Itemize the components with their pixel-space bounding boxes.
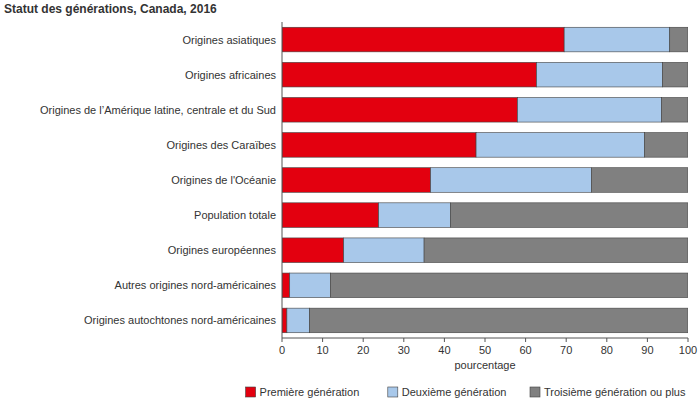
bar-segment bbox=[282, 238, 344, 263]
bar-segment bbox=[591, 168, 688, 193]
category-label: Origines européennes bbox=[168, 244, 277, 256]
legend-label: Troisième génération ou plus bbox=[544, 386, 686, 398]
bar-segment bbox=[282, 97, 517, 122]
bar-segment bbox=[450, 203, 688, 228]
bar-segment bbox=[282, 203, 379, 228]
title: Statut des générations, Canada, 2016 bbox=[4, 2, 217, 16]
bar-segment bbox=[282, 308, 287, 333]
tick bbox=[525, 338, 526, 342]
bar-segment bbox=[424, 238, 688, 263]
bar-segment bbox=[310, 308, 688, 333]
bar-segment bbox=[564, 27, 670, 52]
bar-segment bbox=[476, 133, 644, 158]
tick bbox=[322, 338, 323, 342]
tick bbox=[282, 338, 283, 342]
tick bbox=[403, 338, 404, 342]
bar-segment bbox=[670, 27, 688, 52]
bar-segment bbox=[517, 97, 661, 122]
tick-label: 40 bbox=[438, 344, 450, 356]
tick-label: 100 bbox=[679, 344, 697, 356]
tick-label: 60 bbox=[519, 344, 531, 356]
legend: Première génération Deuxième génération Tr… bbox=[246, 386, 686, 398]
legend-swatch bbox=[246, 387, 256, 397]
category-label: Origines de l'Océanie bbox=[171, 174, 276, 186]
tick-label: 70 bbox=[560, 344, 572, 356]
y-axis bbox=[282, 22, 283, 338]
bar-segment bbox=[431, 168, 592, 193]
bar-segment bbox=[287, 308, 310, 333]
tick bbox=[606, 338, 607, 342]
category-label: Population totale bbox=[194, 209, 276, 221]
category-label: Origines autochtones nord-américaines bbox=[84, 314, 276, 326]
bar-segment bbox=[282, 168, 431, 193]
category-label: Autres origines nord-américaines bbox=[115, 279, 277, 291]
bars bbox=[282, 27, 688, 332]
legend-swatch bbox=[530, 387, 540, 397]
bar-segment bbox=[662, 97, 688, 122]
tick-label: 80 bbox=[601, 344, 613, 356]
tick-label: 10 bbox=[316, 344, 328, 356]
category-label: Origines africaines bbox=[185, 69, 277, 81]
axis-label: pourcentage bbox=[454, 359, 515, 371]
tick bbox=[647, 338, 648, 342]
bar-segment bbox=[344, 238, 424, 263]
tick-label: 20 bbox=[357, 344, 369, 356]
bar-segment bbox=[282, 133, 476, 158]
bar-segment bbox=[282, 62, 537, 87]
legend-label: Première génération bbox=[260, 386, 360, 398]
bar-segment bbox=[290, 273, 331, 298]
tick-label: 50 bbox=[479, 344, 491, 356]
category-label: Origines des Caraïbes bbox=[167, 139, 277, 151]
bar-segment bbox=[645, 133, 688, 158]
tick-label: 90 bbox=[641, 344, 653, 356]
tick bbox=[444, 338, 445, 342]
bar-segment bbox=[379, 203, 451, 228]
category-label: Origines de l’Amérique latine, centrale … bbox=[40, 104, 276, 116]
tick-label: 30 bbox=[398, 344, 410, 356]
legend-label: Deuxième génération bbox=[402, 386, 507, 398]
bar-segment bbox=[537, 62, 663, 87]
bar-segment bbox=[330, 273, 688, 298]
chart: Statut des générations, Canada, 2016 Orig… bbox=[0, 0, 700, 406]
bar-segment bbox=[282, 273, 290, 298]
legend-swatch bbox=[388, 387, 398, 397]
category-label: Origines asiatiques bbox=[182, 34, 276, 46]
tick bbox=[485, 338, 486, 342]
tick bbox=[363, 338, 364, 342]
bar-segment bbox=[662, 62, 688, 87]
bar-segment bbox=[282, 27, 564, 52]
tick bbox=[566, 338, 567, 342]
tick bbox=[688, 338, 689, 342]
tick-label: 0 bbox=[279, 344, 285, 356]
